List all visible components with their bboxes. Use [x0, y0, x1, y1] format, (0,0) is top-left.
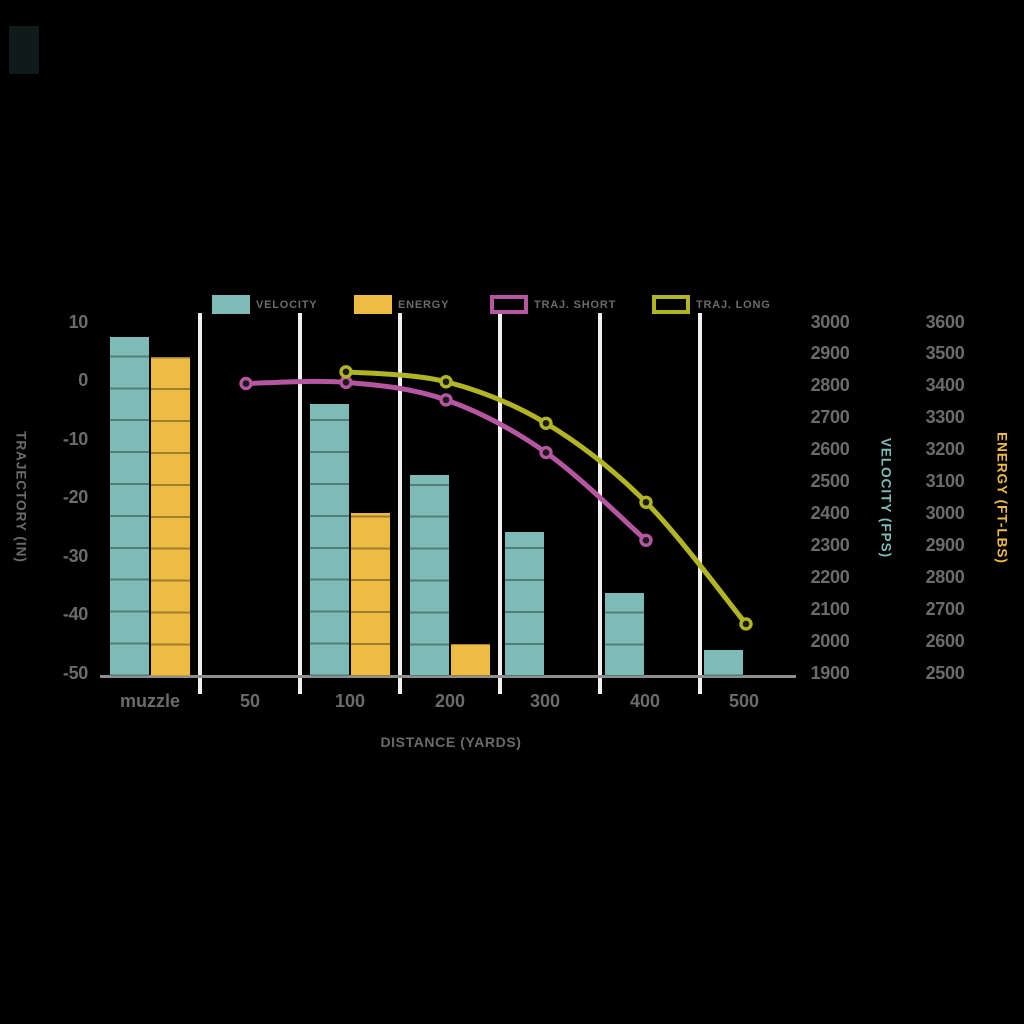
legend-label: TRAJ. LONG: [696, 298, 771, 311]
legend-item-energy[interactable]: ENERGY: [354, 295, 449, 314]
energy-tick-3100: 3100: [925, 471, 965, 492]
energy-bar-muzzle: [151, 356, 190, 676]
energy-tick-2700: 2700: [925, 598, 965, 619]
x-label-400: 400: [629, 691, 661, 711]
energy-tick-2800: 2800: [925, 566, 965, 587]
trajectory-tick--50: -50: [62, 662, 88, 683]
energy-tick-3500: 3500: [925, 343, 965, 364]
gridline-100: [298, 313, 302, 694]
energy-tick-3400: 3400: [925, 375, 965, 396]
velocity-tick-2400: 2400: [810, 502, 850, 523]
velocity-tick-2900: 2900: [810, 343, 850, 364]
gridline-50: [198, 313, 202, 694]
trajectory-axis-title: TRAJECTORY (IN): [13, 431, 29, 563]
watermark-square: [9, 26, 39, 74]
velocity-bar-500: [704, 650, 743, 676]
trajectory-tick--30: -30: [62, 545, 88, 566]
velocity-swatch: [212, 295, 250, 314]
velocity-bar-400: [605, 592, 644, 676]
trajectory-tick--10: -10: [62, 428, 88, 449]
energy-tick-2600: 2600: [925, 630, 965, 651]
velocity-tick-2700: 2700: [810, 407, 850, 428]
velocity-bar-300: [505, 532, 544, 676]
legend-label: ENERGY: [398, 298, 450, 311]
gridline-200: [398, 313, 402, 694]
velocity-tick-2800: 2800: [810, 375, 850, 396]
energy-tick-3000: 3000: [925, 502, 965, 523]
legend-item-traj-short[interactable]: TRAJ. SHORT: [490, 295, 616, 314]
energy-swatch: [354, 295, 392, 314]
gridline-500: [698, 313, 702, 694]
traj-long-swatch: [652, 295, 690, 314]
velocity-tick-1900: 1900: [810, 662, 850, 683]
trajectory-tick-10: 10: [68, 311, 89, 332]
velocity-axis-title: VELOCITY (FPS): [878, 437, 894, 559]
energy-bar-200: [451, 643, 490, 676]
trajectory-tick-0: 0: [78, 370, 88, 390]
gridline-400: [598, 313, 602, 694]
x-axis-line: [100, 675, 796, 678]
x-label-500: 500: [728, 691, 760, 711]
trajectory-tick--20: -20: [62, 487, 88, 507]
trajectory-tick--40: -40: [62, 604, 88, 624]
x-label-50: 50: [239, 691, 261, 711]
velocity-bar-200: [410, 474, 449, 676]
x-label-muzzle: muzzle: [119, 691, 180, 711]
x-axis-title: DISTANCE (YARDS): [380, 734, 522, 750]
velocity-tick-2200: 2200: [810, 566, 850, 587]
x-label-100: 100: [334, 691, 366, 711]
energy-tick-3300: 3300: [925, 407, 965, 428]
gridline-300: [498, 313, 502, 694]
legend-item-traj-long[interactable]: TRAJ. LONG: [652, 295, 771, 314]
velocity-tick-2300: 2300: [810, 534, 850, 555]
energy-tick-2500: 2500: [925, 662, 965, 683]
energy-tick-3600: 3600: [925, 311, 965, 332]
x-label-300: 300: [529, 691, 561, 711]
velocity-tick-2600: 2600: [810, 439, 850, 460]
legend-label: VELOCITY: [256, 298, 318, 311]
velocity-tick-2100: 2100: [810, 598, 850, 619]
energy-axis-title: ENERGY (FT-LBS): [994, 432, 1010, 564]
velocity-tick-3000: 3000: [810, 311, 850, 332]
velocity-tick-2500: 2500: [810, 471, 850, 492]
energy-bar-100: [351, 512, 390, 676]
x-label-200: 200: [434, 691, 466, 711]
energy-tick-2900: 2900: [925, 534, 965, 555]
legend-item-velocity[interactable]: VELOCITY: [212, 295, 317, 314]
energy-tick-3200: 3200: [925, 439, 965, 460]
traj-short-swatch: [490, 295, 528, 314]
velocity-bar-100: [310, 404, 349, 676]
legend-label: TRAJ. SHORT: [534, 298, 617, 311]
velocity-bar-muzzle: [110, 337, 149, 676]
velocity-tick-2000: 2000: [810, 630, 850, 651]
